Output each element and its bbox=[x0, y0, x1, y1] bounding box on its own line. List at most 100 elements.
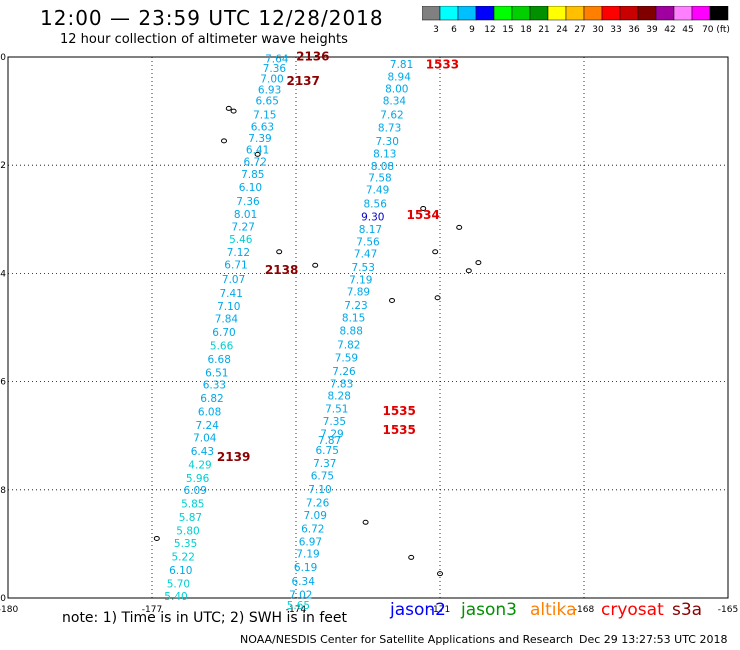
wave-height-value: 6.10 bbox=[169, 565, 192, 577]
map-title: 12:00 — 23:59 UTC 12/28/2018 bbox=[40, 6, 384, 30]
wave-height-value: 8.88 bbox=[340, 325, 363, 337]
wave-height-value: 7.49 bbox=[366, 185, 389, 197]
map-subtitle: 12 hour collection of altimeter wave hei… bbox=[60, 32, 348, 47]
island-outline bbox=[230, 108, 237, 114]
wave-height-value: 7.41 bbox=[220, 288, 243, 300]
island-outline bbox=[221, 138, 227, 144]
generation-timestamp: Dec 29 13:27:53 UTC 2018 bbox=[579, 633, 728, 646]
pass-time-label: 1535 bbox=[382, 404, 415, 418]
color-scale-legend: 3 6 9 12 15 18 21 24 27 30 33 36 39 42 45 70 (ft) bbox=[422, 6, 730, 35]
pass-time-label: 1534 bbox=[406, 208, 439, 222]
map-frame bbox=[7, 56, 729, 599]
island-outline bbox=[312, 262, 319, 268]
wave-height-value: 7.29 bbox=[320, 429, 343, 441]
wave-height-value: 5.35 bbox=[174, 538, 197, 550]
wave-height-value: 8.13 bbox=[373, 148, 396, 160]
wave-height-value: 6.75 bbox=[316, 445, 339, 457]
color-scale-label: 18 bbox=[520, 25, 532, 35]
wave-height-value: 7.26 bbox=[332, 366, 356, 378]
color-swatch bbox=[709, 6, 729, 21]
wave-height-value: 6.09 bbox=[184, 485, 207, 497]
wave-height-value: 7.85 bbox=[241, 169, 264, 181]
satellite-legend-jason2: jason2 bbox=[390, 600, 446, 620]
island-outline bbox=[432, 249, 439, 255]
color-scale-label: 27 bbox=[574, 25, 585, 35]
wave-height-value: 7.23 bbox=[344, 300, 367, 312]
wave-height-value: 6.10 bbox=[239, 182, 262, 194]
wave-height-value: 6.97 bbox=[299, 536, 322, 548]
island-outline bbox=[420, 205, 427, 211]
wave-height-value: 5.80 bbox=[176, 525, 199, 537]
color-scale-label: 15 bbox=[502, 25, 513, 35]
wave-height-value: 8.17 bbox=[359, 224, 382, 236]
satellite-legend-s3a: s3a bbox=[672, 600, 703, 620]
island-outline bbox=[437, 571, 443, 577]
wave-height-value: 7.51 bbox=[325, 404, 348, 416]
wave-height-value: 5.65 bbox=[287, 600, 310, 612]
wave-height-value: 7.09 bbox=[304, 510, 327, 522]
wave-height-value: 7.53 bbox=[352, 262, 375, 274]
wave-height-value: 8.28 bbox=[328, 391, 351, 403]
color-scale-label: 9 bbox=[469, 25, 475, 35]
wave-height-value: 6.51 bbox=[205, 367, 228, 379]
wave-height-value: 7.47 bbox=[354, 248, 377, 260]
color-scale-label: 30 bbox=[592, 25, 604, 35]
wave-height-value: 8.01 bbox=[234, 209, 257, 221]
wave-height-value: 6.43 bbox=[191, 446, 214, 458]
wave-height-value: 6.93 bbox=[258, 85, 281, 97]
wave-height-value: 8.00 bbox=[385, 83, 408, 95]
latitude-label: -2 bbox=[0, 161, 6, 171]
wave-height-value: 6.33 bbox=[203, 379, 226, 391]
wave-height-value: 6.68 bbox=[208, 354, 231, 366]
wave-height-value: 7.83 bbox=[330, 378, 353, 390]
island-outline bbox=[254, 151, 261, 157]
wave-height-value: 7.58 bbox=[368, 173, 391, 185]
wave-height-value: 7.04 bbox=[193, 432, 217, 444]
wave-height-value: 7.36 bbox=[263, 63, 287, 75]
wave-height-value: 7.36 bbox=[236, 196, 260, 208]
color-scale-label: 45 bbox=[682, 25, 693, 35]
pass-time-label: 2136 bbox=[296, 50, 329, 64]
color-scale-label: 39 bbox=[646, 25, 658, 35]
wave-height-value: 6.41 bbox=[246, 145, 269, 157]
wave-height-value: 6.65 bbox=[256, 95, 279, 107]
island-outline bbox=[434, 295, 441, 301]
wave-height-value: 5.85 bbox=[181, 498, 204, 510]
longitude-label: -180 bbox=[0, 605, 18, 615]
color-scale-label: 12 bbox=[484, 25, 495, 35]
pass-time-label: 1535 bbox=[382, 423, 415, 437]
wave-height-value: 7.84 bbox=[215, 313, 239, 325]
wave-height-value: 6.75 bbox=[311, 470, 334, 482]
color-scale-label: 70 (ft) bbox=[702, 25, 730, 35]
footer-note: note: 1) Time is in UTC; 2) SWH is in fe… bbox=[62, 610, 348, 626]
satellite-legend-jason3: jason3 bbox=[461, 600, 517, 620]
wave-height-value: 7.39 bbox=[248, 133, 271, 145]
wave-height-value: 7.81 bbox=[390, 59, 413, 71]
color-scale-label: 3 bbox=[433, 25, 439, 35]
wave-height-value: 7.02 bbox=[289, 589, 312, 601]
latitude-label: -8 bbox=[0, 486, 6, 496]
latitude-label: -10 bbox=[0, 594, 6, 604]
wave-height-value: 5.22 bbox=[172, 551, 195, 563]
wave-height-value: 5.40 bbox=[164, 591, 187, 603]
wave-height-value: 7.62 bbox=[380, 109, 403, 121]
wave-height-value: 7.87 bbox=[318, 435, 341, 447]
wave-height-value: 7.24 bbox=[196, 420, 220, 432]
island-outline bbox=[276, 249, 283, 255]
wave-height-value: 5.96 bbox=[186, 473, 210, 485]
wave-height-value: 4.29 bbox=[188, 459, 211, 471]
wave-height-value: 7.19 bbox=[349, 274, 372, 286]
wave-height-value: 6.82 bbox=[200, 393, 223, 405]
color-scale-label: 6 bbox=[451, 25, 457, 35]
wave-height-value: 8.08 bbox=[371, 161, 394, 173]
wave-height-value: 7.37 bbox=[313, 458, 336, 470]
color-scale-label: 36 bbox=[628, 25, 640, 35]
wave-height-value: 7.12 bbox=[227, 247, 250, 259]
wave-height-value: 8.56 bbox=[364, 199, 388, 211]
longitude-label: -171 bbox=[430, 605, 450, 615]
latitude-label: -4 bbox=[0, 269, 6, 279]
wave-height-value: 7.10 bbox=[217, 301, 240, 313]
island-outline bbox=[225, 105, 232, 111]
wave-height-value: 7.89 bbox=[347, 286, 370, 298]
